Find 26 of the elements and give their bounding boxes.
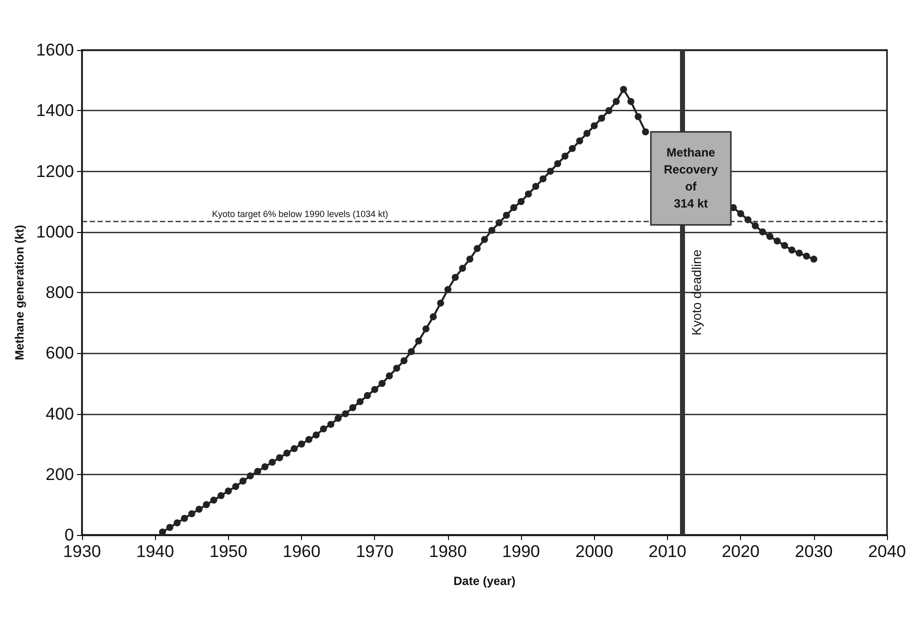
x-axis-title: Date (year) [453, 574, 516, 588]
y-tick-label: 1000 [36, 222, 74, 242]
y-tick-label: 1600 [36, 40, 74, 60]
x-tick-label: 1980 [428, 542, 467, 561]
ref-line-label: Kyoto target 6% below 1990 levels (1034 kt) [212, 209, 388, 220]
y-tick-label: 0 [64, 526, 74, 544]
ref-line-label: Kyoto deadline [689, 249, 704, 336]
x-tick-label: 1970 [356, 542, 394, 561]
x-tick-label: 2030 [794, 542, 833, 561]
y-tick-label: 200 [46, 464, 74, 484]
x-tick-label: 1950 [209, 542, 248, 561]
y-axis-title: Methane generation (kt) [12, 224, 26, 360]
y-tick-label: 1400 [36, 101, 74, 120]
x-tick-label: 2010 [648, 542, 686, 561]
y-tick-label: 800 [46, 283, 74, 302]
x-tick-label: 2040 [868, 542, 906, 561]
x-tick-label: 1940 [136, 542, 174, 561]
x-tick-label: 2000 [575, 542, 614, 561]
y-tick-label: 600 [46, 344, 74, 363]
y-tick-label: 400 [46, 404, 74, 424]
annotation: Methane Recovery of 314 kt [664, 145, 718, 210]
x-tick-label: 1960 [282, 542, 320, 561]
x-tick-label: 2020 [722, 542, 760, 561]
y-tick-label: 1200 [36, 162, 74, 181]
x-tick-label: 1990 [502, 542, 540, 561]
x-tick-label: 1930 [63, 542, 101, 561]
